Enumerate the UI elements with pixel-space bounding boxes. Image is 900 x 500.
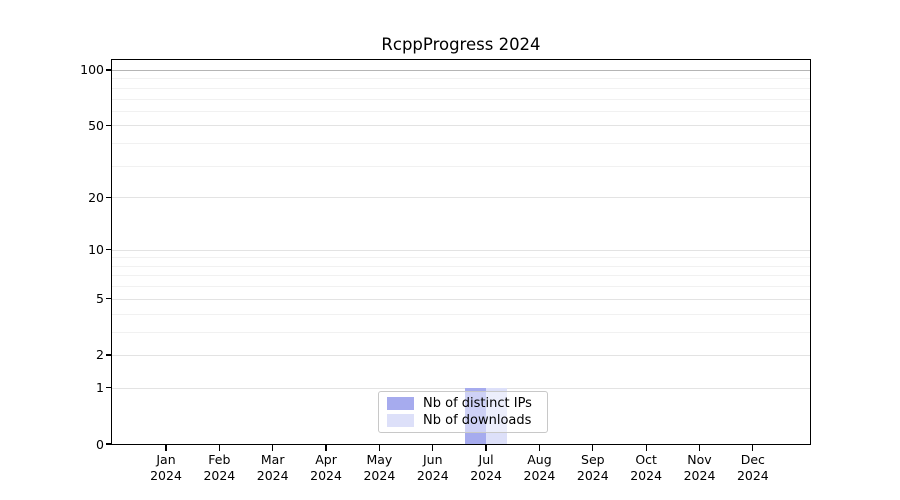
x-tick-label: Dec 2024 — [737, 452, 769, 484]
x-tick-year: 2024 — [416, 468, 449, 483]
x-tick-mark — [645, 444, 647, 451]
x-tick-mark — [432, 444, 434, 451]
x-tick-year: 2024 — [576, 468, 609, 483]
legend-label: Nb of downloads — [423, 413, 532, 428]
x-tick-month: Apr — [315, 452, 337, 467]
y-tick-label: 0 — [96, 436, 104, 452]
x-tick-year: 2024 — [630, 468, 663, 483]
x-tick-label: Mar 2024 — [257, 452, 289, 484]
x-tick-mark — [485, 444, 487, 451]
x-tick-month: Dec — [740, 452, 765, 467]
x-tick-year: 2024 — [150, 468, 182, 483]
x-tick-year: 2024 — [310, 468, 342, 483]
y-tick-label: 50 — [88, 117, 104, 133]
x-tick-label: Jan 2024 — [150, 452, 182, 484]
major-gridline — [112, 354, 810, 356]
x-tick-month: Jul — [478, 452, 494, 467]
x-tick-month: Mar — [260, 452, 285, 467]
x-tick-month: Aug — [527, 452, 552, 467]
x-tick-label: Aug 2024 — [524, 452, 556, 484]
legend-row: Nb of downloads — [379, 413, 547, 428]
y-tick-label: 100 — [80, 62, 104, 78]
x-tick-label: Sep 2024 — [577, 452, 609, 484]
legend-label: Nb of distinct IPs — [423, 396, 532, 411]
minor-gridline — [112, 257, 810, 259]
y-tick-mark — [105, 124, 112, 126]
x-tick-month: Jan — [156, 452, 176, 467]
x-tick-month: May — [366, 452, 393, 467]
x-tick-year: 2024 — [203, 468, 236, 483]
y-tick-mark — [105, 69, 112, 71]
x-tick-year: 2024 — [363, 468, 396, 483]
y-tick-label: 1 — [96, 380, 104, 396]
legend-swatch — [387, 397, 414, 410]
minor-gridline — [112, 165, 810, 167]
minor-gridline — [112, 313, 810, 315]
plot-area: Nb of distinct IPs Nb of downloads — [112, 60, 810, 444]
y-tick-label: 20 — [88, 189, 104, 205]
x-tick-mark — [378, 444, 381, 451]
x-tick-year: 2024 — [470, 468, 502, 483]
x-tick-month: Oct — [635, 452, 657, 467]
bar-downloads — [486, 387, 508, 444]
x-tick-mark — [218, 444, 220, 451]
minor-gridline — [112, 78, 810, 80]
minor-gridline — [112, 143, 810, 145]
x-tick-month: Sep — [581, 452, 605, 467]
chart-title: RcppProgress 2024 — [381, 35, 541, 54]
y-tick-label: 10 — [88, 242, 104, 258]
major-gridline — [112, 125, 810, 127]
major-gridline — [112, 69, 810, 71]
x-tick-month: Nov — [687, 452, 712, 467]
minor-gridline — [112, 87, 810, 89]
x-tick-mark — [272, 444, 274, 451]
minor-gridline — [112, 110, 810, 112]
x-tick-year: 2024 — [683, 468, 716, 483]
y-tick-mark — [105, 196, 112, 198]
x-tick-label: Feb 2024 — [203, 452, 235, 484]
major-gridline — [112, 197, 810, 199]
x-tick-mark — [698, 444, 701, 451]
x-tick-mark — [538, 444, 541, 451]
x-tick-year: 2024 — [523, 468, 556, 483]
minor-gridline — [112, 331, 810, 333]
major-gridline — [112, 387, 810, 389]
bar-distinct-ips — [464, 387, 487, 444]
major-gridline — [112, 249, 810, 251]
x-tick-label: Jun 2024 — [417, 452, 449, 484]
minor-gridline — [112, 98, 810, 100]
x-tick-label: Jul 2024 — [470, 452, 502, 484]
x-tick-mark — [752, 444, 754, 451]
x-tick-label: May 2024 — [363, 452, 395, 484]
legend: Nb of distinct IPs Nb of downloads — [378, 391, 548, 433]
x-tick-mark — [165, 444, 167, 451]
minor-gridline — [112, 275, 810, 277]
x-tick-mark — [325, 444, 327, 451]
y-tick-mark — [105, 443, 112, 445]
x-tick-year: 2024 — [256, 468, 289, 483]
y-tick-mark — [105, 387, 112, 389]
x-tick-label: Oct 2024 — [630, 452, 662, 484]
x-tick-mark — [592, 444, 594, 451]
x-tick-month: Jun — [422, 452, 443, 467]
y-tick-label: 2 — [96, 347, 104, 363]
legend-row: Nb of distinct IPs — [379, 396, 547, 411]
major-gridline — [112, 298, 810, 300]
y-tick-mark — [105, 298, 112, 300]
minor-gridline — [112, 286, 810, 288]
minor-gridline — [112, 265, 810, 267]
y-tick-label: 5 — [96, 291, 104, 307]
x-tick-year: 2024 — [736, 468, 769, 483]
legend-swatch — [387, 414, 414, 427]
x-tick-label: Nov 2024 — [684, 452, 716, 484]
x-tick-month: Feb — [208, 452, 231, 467]
y-tick-mark — [105, 354, 112, 356]
x-tick-label: Apr 2024 — [310, 452, 342, 484]
y-tick-mark — [105, 249, 112, 251]
